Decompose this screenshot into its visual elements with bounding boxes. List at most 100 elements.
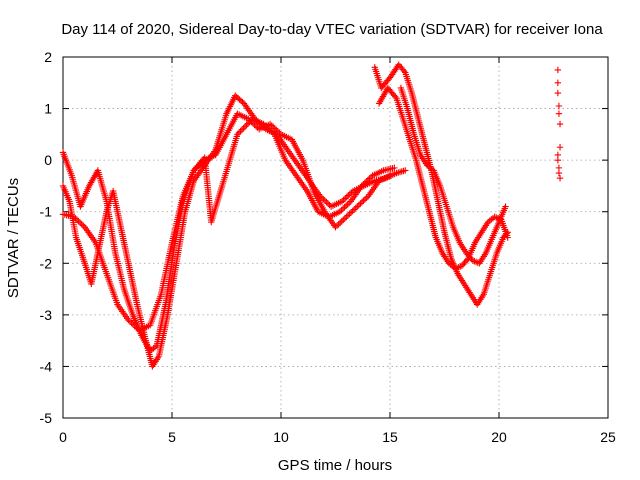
data-point	[347, 209, 355, 216]
y-tick-label: 1	[44, 101, 52, 117]
data-point	[343, 193, 350, 201]
data-point	[70, 213, 78, 221]
data-point	[265, 125, 272, 132]
axes	[62, 56, 609, 419]
data-point	[237, 128, 244, 135]
data-point	[243, 121, 250, 129]
data-point	[367, 173, 375, 181]
data-point	[126, 318, 134, 325]
data-point	[320, 195, 327, 203]
data-point	[273, 126, 280, 134]
chart-title: Day 114 of 2020, Sidereal Day-to-day VTE…	[61, 21, 603, 38]
data-point	[270, 123, 277, 131]
data-point	[335, 221, 342, 228]
data-point	[276, 129, 283, 137]
data-point	[554, 151, 562, 159]
data-point	[363, 194, 370, 201]
x-tick-label: 15	[382, 429, 398, 445]
data-point	[400, 67, 408, 75]
data-point	[268, 122, 275, 129]
data-point	[336, 219, 344, 226]
data-point	[341, 195, 349, 202]
data-point	[132, 324, 140, 331]
data-point	[349, 207, 356, 215]
data-point	[555, 169, 563, 177]
data-point	[554, 89, 562, 97]
data-point	[240, 124, 247, 132]
data-points	[59, 61, 564, 370]
plot-frame	[62, 56, 609, 419]
data-point	[266, 126, 273, 134]
data-point	[340, 196, 347, 204]
data-point	[554, 79, 562, 86]
data-point	[386, 172, 394, 179]
data-point	[502, 203, 509, 210]
data-point	[357, 200, 364, 207]
data-point	[350, 206, 358, 213]
data-point	[556, 144, 564, 151]
data-point	[555, 110, 563, 117]
data-point	[73, 216, 81, 224]
data-point	[234, 131, 241, 138]
data-point	[238, 126, 246, 133]
data-point	[341, 204, 348, 211]
y-tick-label: -4	[40, 358, 53, 374]
data-point	[235, 129, 243, 137]
data-point	[333, 222, 341, 229]
data-point	[555, 102, 563, 110]
data-point	[339, 205, 347, 212]
y-tick-label: 0	[44, 152, 52, 168]
data-point	[131, 322, 138, 330]
data-point	[504, 234, 511, 241]
x-tick-label: 10	[273, 429, 289, 445]
y-tick-label: -5	[40, 410, 53, 426]
data-point	[129, 321, 137, 328]
data-point	[266, 120, 274, 128]
data-point	[361, 195, 369, 203]
data-point	[346, 210, 353, 218]
data-point	[323, 198, 330, 206]
data-point	[268, 128, 275, 135]
data-point	[72, 215, 79, 222]
data-point	[556, 120, 564, 128]
data-point	[364, 176, 372, 184]
data-point	[274, 128, 282, 135]
data-point	[391, 164, 398, 172]
data-point	[318, 194, 325, 201]
data-point	[75, 218, 82, 225]
data-point	[355, 201, 363, 209]
data-point	[342, 202, 350, 210]
data-point	[78, 221, 85, 228]
data-point	[360, 181, 367, 188]
x-tick-label: 20	[491, 429, 507, 445]
data-point	[361, 179, 368, 187]
data-point	[556, 174, 564, 182]
data-point	[352, 204, 359, 212]
data-point	[358, 182, 365, 190]
data-point	[244, 120, 252, 127]
data-point	[338, 218, 345, 225]
data-point	[346, 199, 353, 207]
data-point	[269, 129, 277, 137]
data-point	[358, 198, 366, 206]
data-point	[260, 120, 267, 128]
data-point	[338, 207, 345, 214]
data-point	[345, 192, 352, 199]
data-point	[354, 203, 361, 210]
data-point	[338, 198, 346, 205]
data-point	[346, 190, 354, 198]
data-point	[344, 212, 352, 219]
data-point	[344, 201, 351, 208]
data-point	[128, 319, 135, 327]
x-tick-label: 25	[600, 429, 616, 445]
data-point	[363, 178, 370, 185]
data-point	[76, 219, 84, 226]
data-point	[263, 123, 270, 131]
data-point	[332, 223, 339, 231]
y-tick-labels: -5 -4 -3 -2 -1 0 1 2	[40, 49, 53, 426]
x-tick-label: 0	[59, 429, 67, 445]
x-tick-labels: 0 5 10 15 20 25	[59, 429, 616, 445]
data-point	[336, 208, 344, 215]
